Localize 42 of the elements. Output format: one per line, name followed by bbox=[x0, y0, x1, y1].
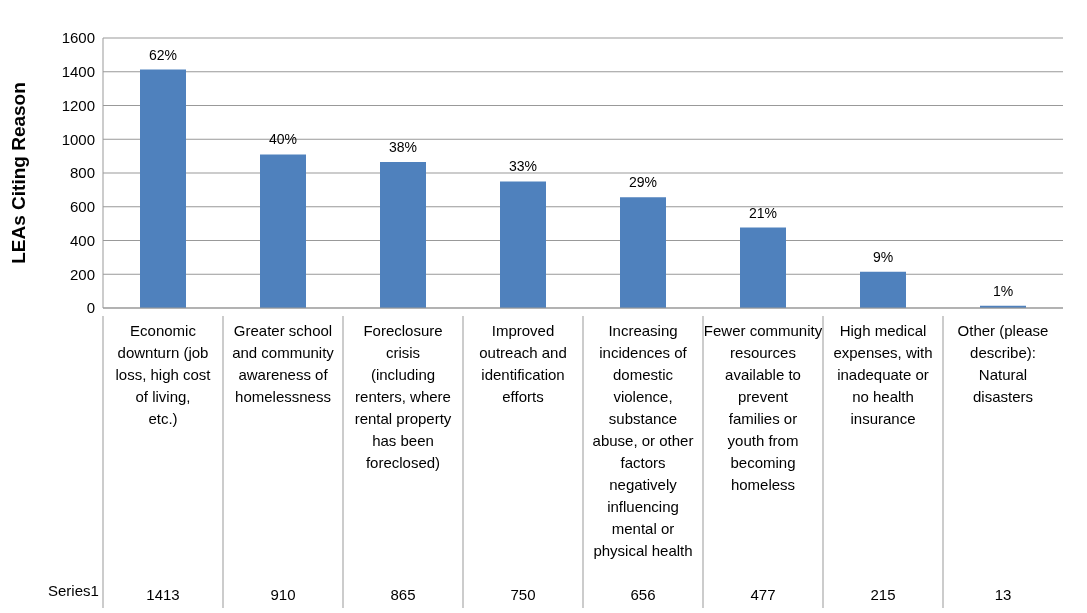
bar bbox=[140, 69, 186, 308]
y-tick-label: 800 bbox=[69, 164, 95, 182]
x-tick-label: High medical expenses, with inadequate or no health insurance bbox=[833, 322, 933, 427]
x-tick-label: Fewer community resources available to prevent families or youth from becoming homeless bbox=[703, 322, 823, 493]
annotation: 9% bbox=[872, 248, 894, 265]
annotation: 40% bbox=[268, 131, 298, 148]
text: Series1 bbox=[48, 582, 99, 599]
x-tick-label: Greater school and community awareness of homelessness bbox=[232, 322, 335, 405]
bar bbox=[740, 227, 786, 308]
annotation: 29% bbox=[628, 174, 658, 191]
x-tick-label: Improved outreach and identification efforts bbox=[479, 322, 567, 405]
y-tick-label: 0 bbox=[86, 299, 95, 317]
y-tick-label: 200 bbox=[69, 265, 95, 283]
bar bbox=[260, 154, 306, 308]
y-tick-label: 1200 bbox=[61, 96, 95, 114]
data-label: 215 bbox=[870, 586, 896, 603]
bar bbox=[860, 271, 906, 308]
y-tick-label: 1400 bbox=[61, 63, 95, 81]
data-label: 13 bbox=[994, 586, 1012, 603]
y-tick-label: 1000 bbox=[61, 130, 95, 148]
annotation: 21% bbox=[748, 204, 778, 221]
data-label: 865 bbox=[390, 586, 416, 603]
data-label: 750 bbox=[510, 586, 536, 603]
annotation: 62% bbox=[148, 46, 178, 63]
y-tick-label: 600 bbox=[69, 198, 95, 216]
annotation: 33% bbox=[508, 158, 538, 175]
x-tick-label: Foreclosure crisis (including renters, where rental property has been foreclosed) bbox=[354, 322, 452, 471]
x-tick-label: Other (please describe): Natural disasters bbox=[957, 322, 1049, 405]
data-label: 656 bbox=[630, 586, 656, 603]
y-axis-title: LEAs Citing Reason bbox=[7, 82, 29, 264]
y-tick-label: 400 bbox=[69, 231, 95, 249]
data-label: 1413 bbox=[146, 586, 180, 603]
data-label: 910 bbox=[270, 586, 296, 603]
bar bbox=[500, 181, 546, 308]
annotation: 38% bbox=[388, 139, 418, 156]
annotation: 1% bbox=[992, 282, 1014, 299]
category-label: Increasing incidences of domestic violence, substance abuse, or other factors negatively influencing mental or physical health bbox=[592, 322, 694, 559]
bar bbox=[380, 162, 426, 308]
bar bbox=[620, 197, 666, 308]
x-tick-label: Economic downturn (job loss, high cost of living, etc.) bbox=[115, 322, 212, 427]
y-tick-label: 1600 bbox=[61, 29, 95, 47]
data-label: 477 bbox=[750, 586, 776, 603]
